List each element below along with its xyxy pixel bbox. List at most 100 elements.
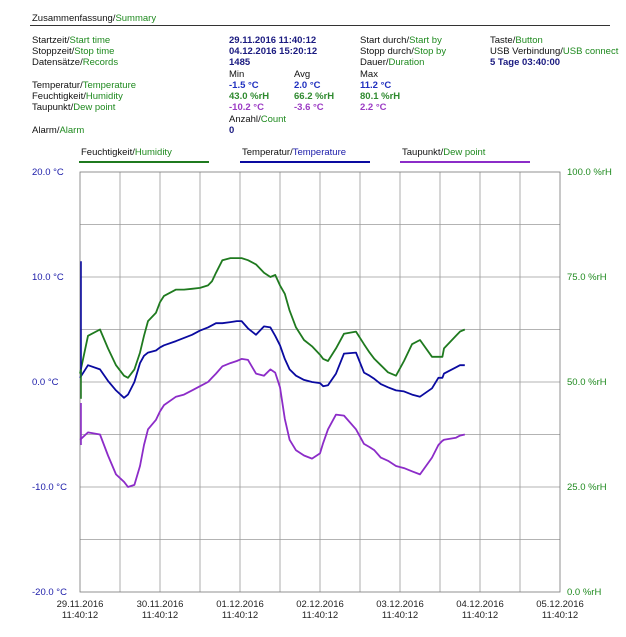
start-by-label-en: Start by [409, 35, 442, 46]
start-by-value-de: Taste [490, 35, 513, 46]
dewpoint-min: -10.2 °C [229, 102, 264, 113]
temperature-avg: 2.0 °C [294, 80, 321, 91]
stop-time-label: Stoppzeit/Stop time [32, 46, 115, 57]
start-by-value: Taste/Button [490, 35, 543, 46]
x-tick-time: 11:40:12 [142, 610, 178, 621]
duration-label-en: Duration [388, 57, 425, 68]
left-tick-label: 0.0 °C [32, 377, 59, 388]
summary-title-en: Summary [115, 13, 157, 24]
humidity-min: 43.0 %rH [229, 91, 270, 102]
x-tick-time: 11:40:12 [222, 610, 258, 621]
legend-humidity-en: Humidity [134, 147, 172, 158]
records-label-de: Datensätze [32, 57, 81, 68]
start-time-label-de: Startzeit [32, 35, 67, 46]
stop-by-value: USB Verbindung/USB connect [490, 46, 619, 57]
legend-dewpoint-label: Taupunkt/Dew point [402, 147, 486, 158]
legend-dewpoint-line [400, 161, 530, 163]
left-tick-label: -20.0 °C [32, 587, 67, 598]
x-tick-time: 11:40:12 [462, 610, 498, 621]
humidity-label-en: Humidity [85, 91, 123, 102]
legend-dewpoint-en: Dew point [443, 147, 486, 158]
legend-temperature-line [240, 161, 370, 163]
stop-time-label-de: Stoppzeit [32, 46, 72, 57]
left-tick-label: -10.0 °C [32, 482, 67, 493]
summary-title: Zusammenfassung/Summary [32, 13, 157, 24]
temperature-min: -1.5 °C [229, 80, 259, 91]
start-by-label: Start durch/Start by [360, 35, 442, 46]
left-tick-label: 20.0 °C [32, 167, 64, 178]
stop-by-value-de: USB Verbindung [490, 46, 561, 57]
dewpoint-avg: -3.6 °C [294, 102, 324, 113]
records-label-en: Records [82, 57, 119, 68]
duration-label: Dauer/Duration [360, 57, 425, 68]
temperature-label-de: Temperatur [32, 80, 81, 91]
summary-divider [30, 25, 610, 26]
x-tick-time: 11:40:12 [542, 610, 578, 621]
stop-time-label-en: Stop time [74, 46, 115, 57]
start-time-label: Startzeit/Start time [32, 35, 111, 46]
temperature-label: Temperatur/Temperature [32, 80, 137, 91]
stop-time-value: 04.12.2016 15:20:12 [229, 46, 318, 57]
legend-temperature-label: Temperatur/Temperature [242, 147, 347, 158]
x-tick-date: 01.12.2016 [216, 599, 264, 610]
alarm-count: 0 [229, 125, 235, 136]
dewpoint-label: Taupunkt/Dew point [32, 102, 116, 113]
x-tick-time: 11:40:12 [302, 610, 338, 621]
humidity-label: Feuchtigkeit/Humidity [32, 91, 123, 102]
start-by-value-en: Button [515, 35, 543, 46]
col-max-header: Max [360, 69, 378, 80]
humidity-max: 80.1 %rH [360, 91, 401, 102]
alarm-label-en: Alarm [59, 125, 85, 136]
temperature-max: 11.2 °C [360, 80, 392, 91]
col-avg-header: Avg [294, 69, 311, 80]
alarm-label: Alarm/Alarm [32, 125, 85, 136]
x-tick-date: 04.12.2016 [456, 599, 504, 610]
summary-title-de: Zusammenfassung [32, 13, 113, 24]
right-tick-label: 0.0 %rH [567, 587, 601, 598]
count-header: Anzahl/Count [229, 114, 287, 125]
right-tick-label: 25.0 %rH [567, 482, 607, 493]
plot-frame [79, 171, 561, 593]
stop-by-value-en: USB connect [562, 46, 619, 57]
x-tick-date: 02.12.2016 [296, 599, 344, 610]
humidity-avg: 66.2 %rH [294, 91, 335, 102]
legend-humidity-line [79, 161, 209, 163]
left-tick-label: 10.0 °C [32, 272, 64, 283]
start-time-label-en: Start time [69, 35, 111, 46]
dewpoint-max: 2.2 °C [360, 102, 387, 113]
humidity-line [79, 257, 466, 379]
humidity-label-de: Feuchtigkeit [32, 91, 84, 102]
legend-temperature-de: Temperatur [242, 147, 291, 158]
temperature-line [79, 320, 465, 399]
legend-humidity-de: Feuchtigkeit [81, 147, 133, 158]
dewpoint-label-en: Dew point [73, 102, 116, 113]
start-time-value: 29.11.2016 11:40:12 [229, 35, 317, 46]
duration-label-de: Dauer [360, 57, 386, 68]
x-tick-time: 11:40:12 [382, 610, 418, 621]
count-header-de: Anzahl [229, 114, 259, 125]
duration-value: 5 Tage 03:40:00 [490, 57, 561, 68]
alarm-label-de: Alarm [32, 125, 57, 136]
x-tick-date: 29.11.2016 [57, 599, 104, 610]
right-tick-label: 100.0 %rH [567, 167, 612, 178]
x-tick-date: 30.11.2016 [137, 599, 184, 610]
x-tick-time: 11:40:12 [62, 610, 98, 621]
x-tick-date: 05.12.2016 [536, 599, 584, 610]
col-min-header: Min [229, 69, 245, 80]
legend-temperature-en: Temperature [292, 147, 347, 158]
stop-by-label-de: Stopp durch [360, 46, 412, 57]
count-header-en: Count [260, 114, 287, 125]
records-label: Datensätze/Records [32, 57, 119, 68]
right-tick-label: 75.0 %rH [567, 272, 607, 283]
dewpoint-label-de: Taupunkt [32, 102, 71, 113]
dewpoint-line [79, 357, 466, 488]
legend-humidity-label: Feuchtigkeit/Humidity [81, 147, 172, 158]
x-tick-date: 03.12.2016 [376, 599, 424, 610]
temperature-label-en: Temperature [82, 80, 137, 91]
start-by-label-de: Start durch [360, 35, 407, 46]
legend-dewpoint-de: Taupunkt [402, 147, 441, 158]
stop-by-label: Stopp durch/Stop by [360, 46, 447, 57]
records-value: 1485 [229, 57, 251, 68]
right-tick-label: 50.0 %rH [567, 377, 607, 388]
